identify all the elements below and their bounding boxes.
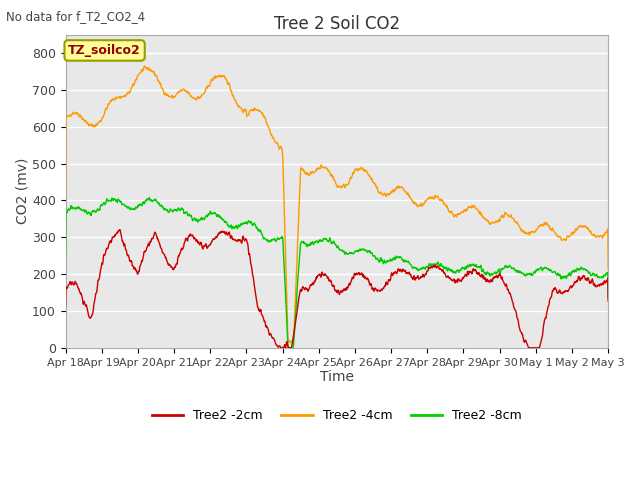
Legend: Tree2 -2cm, Tree2 -4cm, Tree2 -8cm: Tree2 -2cm, Tree2 -4cm, Tree2 -8cm [147, 404, 527, 427]
X-axis label: Time: Time [320, 370, 354, 384]
Text: TZ_soilco2: TZ_soilco2 [68, 44, 141, 57]
Title: Tree 2 Soil CO2: Tree 2 Soil CO2 [274, 15, 400, 33]
Text: No data for f_T2_CO2_4: No data for f_T2_CO2_4 [6, 10, 145, 23]
Y-axis label: CO2 (mv): CO2 (mv) [15, 158, 29, 224]
